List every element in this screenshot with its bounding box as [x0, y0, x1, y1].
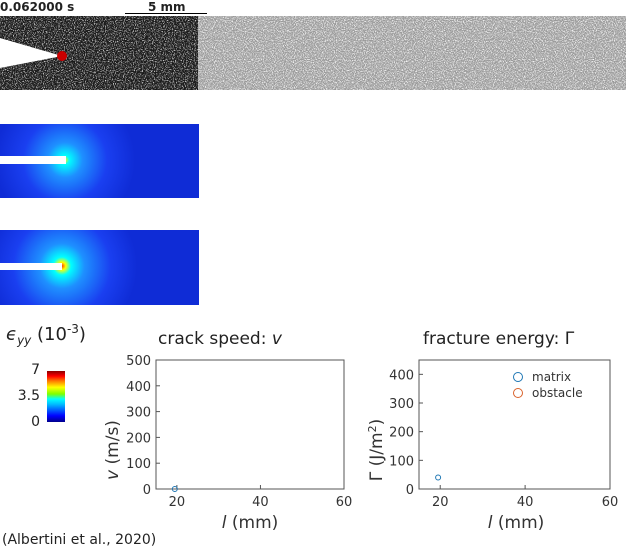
plot-frame	[418, 359, 611, 490]
chart1-ylabel: v (m/s)	[103, 420, 123, 480]
colorbar-tick-mid: 3.5	[17, 388, 40, 404]
colorbar-title: ϵyy (10-3)	[6, 322, 86, 348]
chart2-xlabel: l (mm)	[488, 513, 545, 532]
x-tick-label: 20	[432, 495, 449, 510]
y-tick-label: 400	[389, 368, 414, 383]
y-tick-label: 400	[126, 380, 151, 395]
citation: (Albertini et al., 2020)	[2, 532, 157, 548]
y-tick-label: 500	[126, 354, 151, 369]
colorbar	[47, 371, 65, 422]
crack-tip-marker	[57, 51, 67, 61]
scale-bar-label: 5 mm	[148, 0, 186, 14]
x-tick-label: 40	[252, 495, 269, 510]
legend-label-obstacle: obstacle	[532, 386, 583, 400]
plot-frame	[155, 359, 345, 490]
y-tick-label: 200	[389, 426, 414, 441]
y-tick-label: 300	[126, 406, 151, 421]
data-point-matrix	[171, 486, 178, 492]
scale-bar	[125, 13, 207, 14]
x-tick-label: 60	[336, 495, 353, 510]
time-label: 0.062000 s	[0, 0, 75, 14]
colorbar-tick-min: 0	[31, 414, 40, 430]
legend-label-matrix: matrix	[532, 370, 571, 384]
legend-marker-matrix	[513, 372, 523, 382]
colorbar-tick-max: 7	[31, 362, 40, 378]
data-point-matrix	[435, 474, 442, 481]
chart1-title: crack speed: v	[158, 329, 282, 349]
x-tick-label: 40	[517, 495, 534, 510]
crack-notch	[0, 38, 62, 68]
x-tick-label: 20	[169, 495, 186, 510]
legend-marker-obstacle	[513, 388, 523, 398]
chart1-xlabel: l (mm)	[222, 513, 279, 532]
chart2-ylabel: Γ (J/m2)	[366, 419, 388, 481]
specimen-speckle-image	[0, 16, 626, 90]
y-tick-label: 100	[126, 457, 151, 472]
y-tick-label: 300	[389, 397, 414, 412]
strain-field-bottom	[0, 230, 199, 305]
chart2-title: fracture energy: Γ	[423, 329, 575, 349]
y-tick-label: 100	[389, 454, 414, 469]
y-tick-label: 0	[406, 483, 414, 498]
y-tick-label: 0	[143, 483, 151, 498]
x-tick-label: 60	[602, 495, 619, 510]
y-tick-label: 200	[126, 431, 151, 446]
crack-band	[0, 263, 62, 270]
crack-speed-chart: 20 40 60 0 100 200 300 400 500 l (mm) v (m/s)	[103, 354, 353, 532]
strain-field-top	[0, 124, 199, 198]
crack-band	[0, 156, 66, 164]
fracture-energy-chart: 20 40 60 0 100 200 300 400 matrix obstacle l (mm)…	[366, 359, 619, 532]
